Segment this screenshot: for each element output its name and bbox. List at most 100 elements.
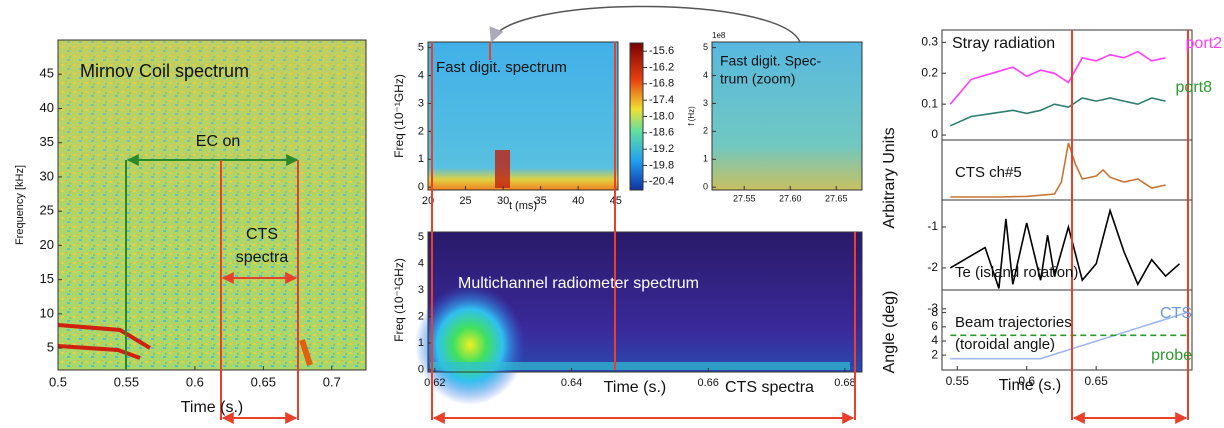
x-tick-label: 35 — [535, 195, 547, 207]
y-tick-label: 0.3 — [921, 35, 938, 49]
x-tick-label: 0.66 — [698, 377, 719, 389]
x-tick-label: 0.6 — [186, 374, 204, 389]
y-tick-label: -2 — [927, 260, 938, 274]
y-tick-label: 5 — [703, 42, 708, 52]
spectrogram-feature — [415, 285, 525, 405]
x-tick-label: 0.62 — [424, 377, 445, 389]
legend-label: probe — [1151, 347, 1192, 364]
colorbar-tick-label: -19.8 — [649, 159, 674, 171]
x-tick-label: 27.55 — [733, 193, 756, 203]
y-tick-label: 4 — [931, 333, 938, 347]
colorbar-tick-label: -18.6 — [649, 127, 674, 139]
y-tick-label: 2 — [418, 310, 424, 322]
spectrogram-feature — [495, 150, 510, 188]
colorbar-tick-label: -18.0 — [649, 110, 674, 122]
legend-label: CTS — [1160, 305, 1192, 322]
y-tick-label: 3 — [418, 284, 424, 296]
backgrounds — [57, 40, 862, 405]
spectrogram-feature — [299, 339, 313, 366]
y-tick-label: 1 — [703, 154, 708, 164]
plot-frame — [711, 41, 863, 191]
y-label: Angle (deg) — [881, 291, 898, 374]
y-tick-label: 4 — [703, 70, 708, 80]
y-tick-label: 5 — [418, 231, 424, 243]
x-label: Time (s.) — [604, 379, 667, 396]
colorbar-tick-label: -16.8 — [649, 78, 674, 90]
y-tick-label: 0.2 — [921, 65, 938, 79]
x-label: Time (s.) — [999, 377, 1062, 394]
legend-label: port2 — [1186, 35, 1223, 52]
colorbar-tick-label: -16.2 — [649, 61, 674, 73]
y-tick-label: 35 — [40, 134, 54, 149]
y-label: Arbitrary Units — [881, 127, 898, 228]
y-label: Freq (10⁻¹GHz) — [392, 258, 406, 342]
y-tick-label: 1 — [418, 337, 424, 349]
y-tick-label: 0.1 — [921, 96, 938, 110]
y-tick-label: 5 — [47, 340, 54, 355]
x-tick-label: 27.65 — [825, 193, 848, 203]
title: Te (island rotation) — [955, 264, 1078, 281]
zoom-arrow — [489, 5, 801, 43]
annotation: spectra — [236, 249, 289, 266]
y-tick-label: 2 — [703, 126, 708, 136]
series-line — [950, 142, 1166, 198]
y-label: f (Hz) — [687, 106, 696, 126]
plot-frame — [941, 289, 1193, 371]
annotation-lines — [125, 5, 1189, 424]
title: (toroidal angle) — [955, 336, 1055, 353]
x-tick-label: 30 — [497, 195, 509, 207]
title: Beam trajectories — [955, 314, 1072, 331]
x-tick-label: 0.7 — [323, 374, 341, 389]
colorbar-tick-label: -20.4 — [649, 176, 674, 188]
title: CTS ch#5 — [955, 164, 1022, 181]
annotation: CTS spectra — [725, 379, 814, 396]
legend-label: port8 — [1176, 79, 1213, 96]
spectrogram-image — [428, 42, 618, 190]
y-tick-label: 25 — [40, 203, 54, 218]
title: Mirnov Coil spectrum — [80, 61, 249, 81]
x-tick-label: 27.60 — [779, 193, 802, 203]
x-tick-label: 0.65 — [1084, 374, 1108, 388]
y-label: Freq (10⁻¹GHz) — [392, 74, 406, 158]
x-tick-label: 0.64 — [561, 377, 582, 389]
y-tick-label: 2 — [418, 125, 424, 137]
series-line — [949, 207, 1181, 289]
y-tick-label: 15 — [40, 271, 54, 286]
spectrogram-image — [712, 42, 862, 190]
x-tick-label: 0.68 — [834, 377, 855, 389]
labels: Mirnov Coil spectrum Frequency [kHz] Tim… — [14, 31, 1222, 416]
colorbar-tick-label: -15.6 — [649, 45, 674, 57]
y-tick-label: 1 — [418, 153, 424, 165]
x-tick-label: 0.5 — [49, 374, 67, 389]
x-label: Time (s.) — [181, 399, 244, 416]
y-tick-label: 8 — [931, 305, 938, 319]
series-line — [949, 97, 1166, 127]
title: Stray radiation — [952, 35, 1055, 52]
x-label: t (ms) — [509, 200, 537, 212]
y-tick-label: 0 — [418, 363, 424, 375]
x-tick-label: 0.55 — [114, 374, 139, 389]
x-tick-label: 0.6 — [1018, 374, 1035, 388]
spectrogram-feature — [430, 362, 850, 370]
y-tick-label: 45 — [40, 66, 54, 81]
title: trum (zoom) — [720, 71, 795, 87]
y-tick-label: 0 — [418, 181, 424, 193]
x-tick-label: 0.65 — [251, 374, 276, 389]
title: Fast digit. spectrum — [436, 59, 567, 76]
annotation: EC on — [196, 133, 240, 150]
y-tick-label: -3 — [927, 301, 938, 315]
spectrogram-feature — [57, 323, 152, 350]
scale-label: 1e8 — [712, 31, 726, 40]
plot-frame — [57, 39, 367, 371]
y-tick-label: 30 — [40, 168, 54, 183]
colorbar-tick-label: -19.2 — [649, 143, 674, 155]
y-label: Frequency [kHz] — [14, 165, 26, 245]
y-tick-label: 0 — [931, 127, 938, 141]
y-tick-label: 4 — [418, 258, 424, 270]
y-tick-label: 40 — [40, 100, 54, 115]
y-tick-label: 3 — [418, 97, 424, 109]
x-tick-label: 25 — [459, 195, 471, 207]
spectrogram-image — [58, 40, 366, 370]
